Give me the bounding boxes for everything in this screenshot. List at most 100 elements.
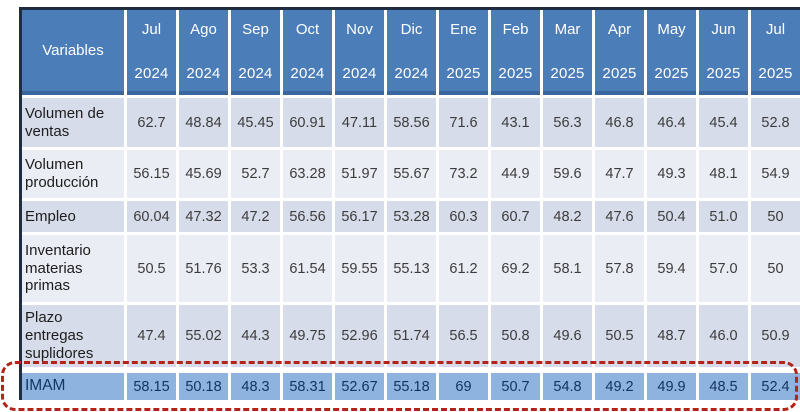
table-main-grid: Variables Jul 2024 Ago 2024 Sep 2024 Oct 2024 No… (22, 10, 800, 367)
value-cell: 44.9 (491, 150, 540, 198)
column-header-sep-2024: Sep 2024 (231, 10, 280, 95)
month-label: Feb (502, 21, 529, 38)
value-cell: 50.9 (751, 305, 800, 367)
value-cell: 46.8 (595, 98, 644, 147)
value-cell: 50 (751, 235, 800, 302)
imam-value-cell: 50.7 (491, 373, 540, 400)
month-label: Ene (450, 21, 477, 38)
year-label: 2025 (550, 65, 585, 82)
year-label: 2024 (394, 65, 429, 82)
imam-value-cell: 52.4 (751, 373, 800, 400)
year-label: 2024 (342, 65, 377, 82)
row-label: Volumen de ventas (22, 98, 124, 147)
column-header-mar-2025: Mar 2025 (543, 10, 592, 95)
value-cell: 48.2 (543, 201, 592, 232)
month-label: Sep (242, 21, 269, 38)
value-cell: 51.76 (179, 235, 228, 302)
month-label: Nov (346, 21, 373, 38)
value-cell: 49.6 (543, 305, 592, 367)
value-cell: 52.96 (335, 305, 384, 367)
value-cell: 44.3 (231, 305, 280, 367)
value-cell: 73.2 (439, 150, 488, 198)
imam-value-cell: 50.18 (179, 373, 228, 400)
value-cell: 59.6 (543, 150, 592, 198)
value-cell: 47.4 (127, 305, 176, 367)
value-cell: 63.28 (283, 150, 332, 198)
value-cell: 55.67 (387, 150, 436, 198)
year-label: 2025 (602, 65, 637, 82)
row-label: Empleo (22, 201, 124, 232)
value-cell: 48.84 (179, 98, 228, 147)
value-cell: 50.4 (647, 201, 696, 232)
value-cell: 59.4 (647, 235, 696, 302)
column-header-nov-2024: Nov 2024 (335, 10, 384, 95)
value-cell: 47.11 (335, 98, 384, 147)
value-cell: 57.8 (595, 235, 644, 302)
year-label: 2024 (238, 65, 273, 82)
value-cell: 56.5 (439, 305, 488, 367)
value-cell: 54.9 (751, 150, 800, 198)
imam-value-cell: 49.2 (595, 373, 644, 400)
year-label: 2024 (186, 65, 221, 82)
month-label: Apr (607, 21, 632, 38)
value-cell: 51.97 (335, 150, 384, 198)
value-cell: 47.7 (595, 150, 644, 198)
value-cell: 71.6 (439, 98, 488, 147)
value-cell: 61.54 (283, 235, 332, 302)
month-label: Jul (141, 21, 162, 38)
value-cell: 52.8 (751, 98, 800, 147)
column-header-jul-2025: Jul 2025 (751, 10, 800, 95)
column-header-oct-2024: Oct 2024 (283, 10, 332, 95)
year-label: 2024 (290, 65, 325, 82)
value-cell: 48.1 (699, 150, 748, 198)
month-label: Ago (190, 21, 217, 38)
value-cell: 47.32 (179, 201, 228, 232)
value-cell: 47.6 (595, 201, 644, 232)
imam-value-cell: 54.8 (543, 373, 592, 400)
value-cell: 56.15 (127, 150, 176, 198)
year-label: 2025 (446, 65, 481, 82)
imam-value-cell: 58.15 (127, 373, 176, 400)
value-cell: 50.5 (127, 235, 176, 302)
year-label: 2025 (758, 65, 793, 82)
value-cell: 56.17 (335, 201, 384, 232)
month-label: May (657, 21, 686, 38)
imam-value-cell: 58.31 (283, 373, 332, 400)
imam-row: IMAM 58.15 50.18 48.3 58.31 52.67 55.18 69 50.7 5… (22, 373, 800, 400)
value-cell: 59.55 (335, 235, 384, 302)
value-cell: 60.7 (491, 201, 540, 232)
imam-value-cell: 48.3 (231, 373, 280, 400)
column-header-jul-2024: Jul 2024 (127, 10, 176, 95)
month-label: Mar (554, 21, 581, 38)
value-cell: 49.3 (647, 150, 696, 198)
value-cell: 47.2 (231, 201, 280, 232)
imam-row-label: IMAM (22, 373, 124, 400)
column-header-may-2025: May 2025 (647, 10, 696, 95)
year-label: 2025 (654, 65, 689, 82)
value-cell: 62.7 (127, 98, 176, 147)
value-cell: 60.91 (283, 98, 332, 147)
value-cell: 69.2 (491, 235, 540, 302)
value-cell: 57.0 (699, 235, 748, 302)
row-label: Inventario materias primas (22, 235, 124, 302)
value-cell: 50.8 (491, 305, 540, 367)
value-cell: 51.0 (699, 201, 748, 232)
value-cell: 52.7 (231, 150, 280, 198)
month-label: Jun (711, 21, 736, 38)
value-cell: 56.3 (543, 98, 592, 147)
column-header-apr-2025: Apr 2025 (595, 10, 644, 95)
value-cell: 56.56 (283, 201, 332, 232)
imam-value-cell: 52.67 (335, 373, 384, 400)
value-cell: 45.69 (179, 150, 228, 198)
value-cell: 60.04 (127, 201, 176, 232)
value-cell: 50 (751, 201, 800, 232)
value-cell: 58.1 (543, 235, 592, 302)
imam-value-cell: 48.5 (699, 373, 748, 400)
column-header-dic-2024: Dic 2024 (387, 10, 436, 95)
value-cell: 46.0 (699, 305, 748, 367)
month-label: Jul (765, 21, 786, 38)
year-label: 2025 (706, 65, 741, 82)
value-cell: 43.1 (491, 98, 540, 147)
value-cell: 53.3 (231, 235, 280, 302)
row-label: Volumen producción (22, 150, 124, 198)
